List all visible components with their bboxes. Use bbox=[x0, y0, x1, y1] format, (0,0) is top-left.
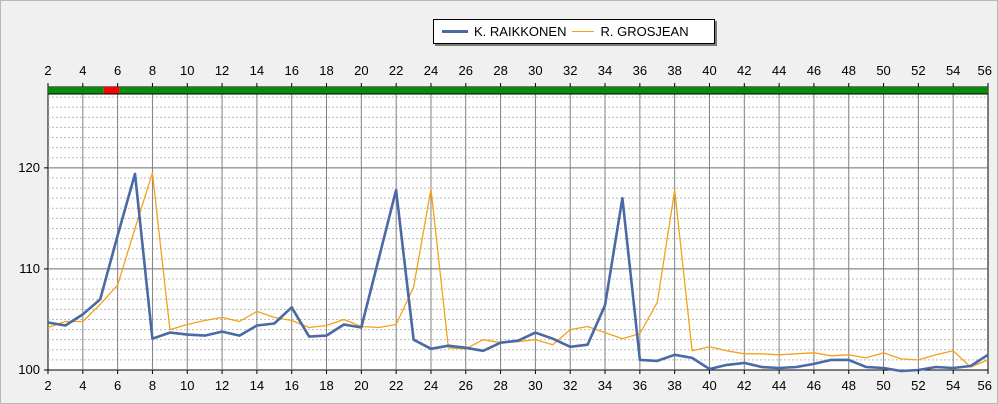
x-tick-label-top: 30 bbox=[528, 63, 542, 78]
x-tick-label-bottom: 6 bbox=[114, 378, 121, 393]
legend-swatch-1 bbox=[572, 31, 595, 32]
x-tick-label-bottom: 28 bbox=[493, 378, 507, 393]
x-tick-label-top: 40 bbox=[702, 63, 716, 78]
x-tick-label-top: 18 bbox=[319, 63, 333, 78]
x-tick-label-bottom: 30 bbox=[528, 378, 542, 393]
x-tick-label-bottom: 2 bbox=[44, 378, 51, 393]
x-tick-label-top: 50 bbox=[876, 63, 890, 78]
x-tick-label-bottom: 46 bbox=[807, 378, 821, 393]
x-tick-label-bottom: 24 bbox=[424, 378, 438, 393]
x-tick-label-top: 16 bbox=[284, 63, 298, 78]
x-tick-label-bottom: 54 bbox=[946, 378, 960, 393]
x-tick-label-bottom: 38 bbox=[667, 378, 681, 393]
x-tick-label-bottom: 36 bbox=[633, 378, 647, 393]
y-tick-label: 120 bbox=[18, 160, 40, 175]
x-tick-label-bottom: 4 bbox=[79, 378, 86, 393]
x-tick-label-top: 42 bbox=[737, 63, 751, 78]
status-segment-2 bbox=[119, 87, 989, 94]
x-tick-label-bottom: 48 bbox=[842, 378, 856, 393]
y-tick-label: 110 bbox=[19, 261, 40, 276]
legend-label-0: K. RAIKKONEN bbox=[474, 24, 567, 39]
status-segment-1 bbox=[103, 87, 120, 94]
x-tick-label-top: 8 bbox=[149, 63, 156, 78]
x-tick-label-top: 6 bbox=[114, 63, 121, 78]
x-tick-label-top: 12 bbox=[215, 63, 229, 78]
x-tick-label-bottom: 40 bbox=[702, 378, 716, 393]
x-tick-label-top: 36 bbox=[633, 63, 647, 78]
x-tick-label-bottom: 10 bbox=[180, 378, 194, 393]
status-segment-0 bbox=[48, 87, 104, 94]
x-tick-label-top: 38 bbox=[667, 63, 681, 78]
x-tick-label-bottom: 8 bbox=[149, 378, 156, 393]
x-tick-label-top: 54 bbox=[946, 63, 960, 78]
x-tick-label-bottom: 56 bbox=[978, 378, 992, 393]
x-tick-label-top: 32 bbox=[563, 63, 577, 78]
x-tick-label-bottom: 20 bbox=[354, 378, 368, 393]
legend-label-1: R. GROSJEAN bbox=[600, 24, 689, 39]
x-tick-label-top: 14 bbox=[250, 63, 264, 78]
x-tick-label-top: 4 bbox=[79, 63, 86, 78]
x-tick-label-bottom: 50 bbox=[876, 378, 890, 393]
x-tick-label-top: 56 bbox=[978, 63, 992, 78]
x-tick-label-bottom: 18 bbox=[319, 378, 333, 393]
x-tick-label-bottom: 26 bbox=[459, 378, 473, 393]
x-tick-label-bottom: 22 bbox=[389, 378, 403, 393]
x-tick-label-top: 44 bbox=[772, 63, 786, 78]
x-tick-label-bottom: 12 bbox=[215, 378, 229, 393]
x-tick-label-top: 2 bbox=[44, 63, 51, 78]
y-tick-label: 100 bbox=[18, 362, 40, 377]
x-tick-label-top: 34 bbox=[598, 63, 612, 78]
x-tick-label-bottom: 16 bbox=[284, 378, 298, 393]
series-line-0 bbox=[47, 172, 989, 373]
x-tick-label-bottom: 52 bbox=[911, 378, 925, 393]
legend-swatch-0 bbox=[442, 30, 468, 33]
legend-item-0: K. RAIKKONEN bbox=[434, 24, 566, 39]
x-tick-label-top: 10 bbox=[180, 63, 194, 78]
x-tick-label-bottom: 34 bbox=[598, 378, 612, 393]
x-tick-label-top: 48 bbox=[842, 63, 856, 78]
x-tick-label-top: 20 bbox=[354, 63, 368, 78]
x-tick-label-top: 52 bbox=[911, 63, 925, 78]
x-tick-label-bottom: 32 bbox=[563, 378, 577, 393]
chart-legend: K. RAIKKONEN R. GROSJEAN bbox=[433, 19, 715, 44]
x-tick-label-bottom: 14 bbox=[250, 378, 264, 393]
x-tick-label-top: 46 bbox=[807, 63, 821, 78]
x-tick-label-bottom: 44 bbox=[772, 378, 786, 393]
x-tick-label-bottom: 42 bbox=[737, 378, 751, 393]
x-tick-label-top: 24 bbox=[424, 63, 438, 78]
x-tick-label-top: 28 bbox=[493, 63, 507, 78]
legend-item-1: R. GROSJEAN bbox=[566, 24, 689, 39]
x-tick-label-top: 26 bbox=[459, 63, 473, 78]
x-tick-label-top: 22 bbox=[389, 63, 403, 78]
